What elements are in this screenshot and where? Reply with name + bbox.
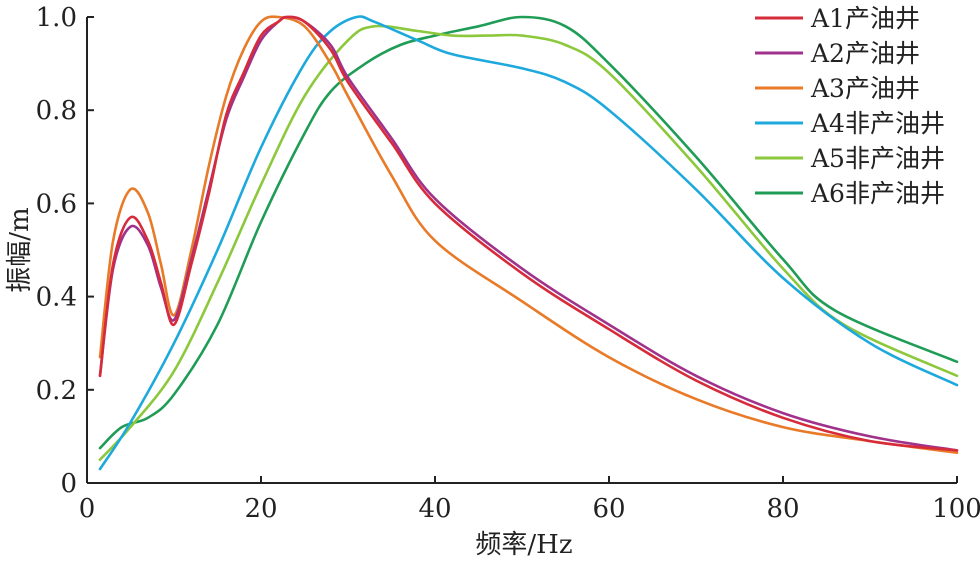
series-line-5 bbox=[98, 24, 959, 461]
series-line-3 bbox=[98, 15, 959, 454]
x-tick-label: 60 bbox=[592, 494, 625, 524]
legend-label-2: A2产油井 bbox=[810, 39, 920, 68]
legend-label-1: A1产油井 bbox=[810, 4, 920, 33]
y-tick-label: 0 bbox=[60, 469, 77, 499]
series-line-1 bbox=[98, 15, 959, 452]
y-tick-label: 0.2 bbox=[36, 376, 77, 406]
legend-label-3: A3产油井 bbox=[810, 74, 920, 103]
legend-label-5: A5非产油井 bbox=[810, 144, 945, 173]
y-tick-label: 0.6 bbox=[36, 189, 77, 219]
y-tick-label: 0.8 bbox=[36, 96, 77, 126]
y-tick-label: 0.4 bbox=[36, 283, 77, 313]
x-tick-label: 0 bbox=[79, 494, 96, 524]
legend-label-4: A4非产油井 bbox=[810, 109, 945, 138]
series-line-4 bbox=[98, 15, 959, 471]
series-group bbox=[98, 15, 959, 471]
x-tick-label: 80 bbox=[766, 494, 799, 524]
x-tick-label: 20 bbox=[244, 494, 277, 524]
x-axis-title: 频率/Hz bbox=[475, 530, 572, 560]
series-line-6 bbox=[98, 15, 959, 450]
legend: A1产油井 A2产油井 A3产油井 A4非产油井 A5非产油井 A6非产油井 bbox=[755, 4, 945, 208]
legend-label-6: A6非产油井 bbox=[810, 179, 945, 208]
y-axis-title: 振幅/m bbox=[5, 207, 35, 292]
x-tick-label: 100 bbox=[932, 494, 980, 524]
y-tick-label: 1.0 bbox=[36, 3, 77, 33]
x-tick-label: 40 bbox=[418, 494, 451, 524]
axes: 0 20 40 60 80 100 0 0.2 0.4 0.6 0.8 1.0 bbox=[36, 3, 980, 524]
